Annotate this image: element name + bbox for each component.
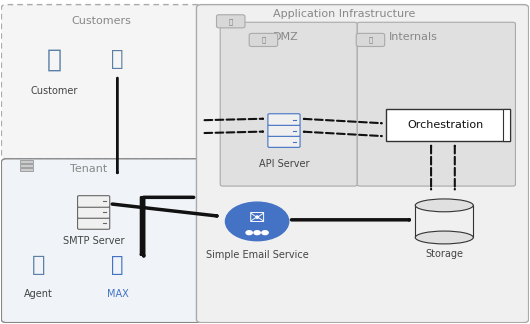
Circle shape — [225, 202, 289, 241]
Text: Simple Email Service: Simple Email Service — [206, 250, 308, 260]
Circle shape — [254, 231, 260, 235]
FancyBboxPatch shape — [268, 125, 300, 136]
Text: Storage: Storage — [425, 249, 463, 259]
Text: Customers: Customers — [72, 16, 131, 26]
Text: Orchestration: Orchestration — [408, 120, 484, 130]
FancyBboxPatch shape — [268, 114, 300, 125]
Text: 💻: 💻 — [111, 255, 123, 275]
Text: DMZ: DMZ — [273, 32, 299, 42]
Text: Application Infrastructure: Application Infrastructure — [273, 9, 416, 19]
Bar — [20, 168, 33, 171]
Text: API Server: API Server — [259, 159, 309, 169]
Text: 👥: 👥 — [32, 255, 45, 275]
FancyBboxPatch shape — [268, 136, 300, 147]
FancyBboxPatch shape — [77, 218, 110, 229]
Text: ⚿: ⚿ — [228, 18, 233, 25]
Ellipse shape — [416, 231, 473, 244]
FancyBboxPatch shape — [220, 22, 357, 186]
FancyBboxPatch shape — [216, 15, 245, 28]
Circle shape — [262, 231, 268, 235]
Text: ⚿: ⚿ — [368, 37, 373, 43]
Circle shape — [246, 231, 252, 235]
Text: SMTP Server: SMTP Server — [63, 236, 125, 246]
Text: MAX: MAX — [107, 289, 128, 299]
Text: 💻: 💻 — [111, 49, 123, 69]
Text: Agent: Agent — [24, 289, 52, 299]
Text: Tenant: Tenant — [70, 164, 107, 174]
FancyBboxPatch shape — [249, 33, 278, 46]
FancyBboxPatch shape — [77, 196, 110, 207]
Bar — [20, 164, 33, 167]
FancyBboxPatch shape — [2, 5, 202, 159]
Text: ✉: ✉ — [249, 209, 266, 228]
FancyBboxPatch shape — [197, 5, 528, 323]
Text: Customer: Customer — [30, 86, 78, 96]
FancyBboxPatch shape — [2, 159, 202, 323]
Bar — [20, 160, 33, 163]
Text: 👥: 👥 — [47, 47, 61, 71]
FancyBboxPatch shape — [356, 33, 385, 46]
Text: Internals: Internals — [389, 32, 438, 42]
Bar — [386, 109, 510, 141]
Ellipse shape — [416, 199, 473, 212]
Bar — [416, 205, 473, 237]
Bar — [504, 109, 510, 141]
Text: ⚿: ⚿ — [261, 37, 266, 43]
FancyBboxPatch shape — [77, 207, 110, 218]
FancyBboxPatch shape — [357, 22, 516, 186]
